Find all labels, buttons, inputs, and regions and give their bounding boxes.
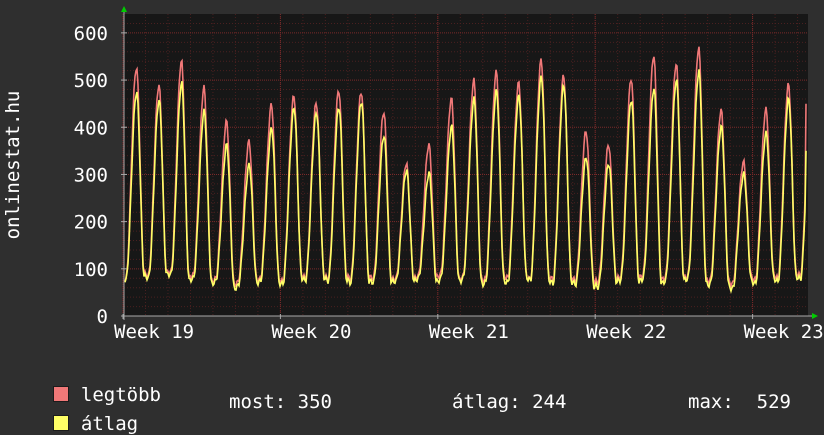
series-atlag-line	[124, 69, 807, 294]
legend-avg-label: átlag	[80, 413, 139, 435]
x-tick-label: Week 20	[271, 321, 351, 343]
y-axis-arrow	[121, 6, 127, 12]
y-tick-label: 200	[74, 212, 108, 234]
y-axis-ticks: 0 100 200 300 400 500 600	[74, 23, 108, 328]
x-tick-label: Week 21	[429, 321, 509, 343]
x-axis-ticks: Week 19 Week 20 Week 21 Week 22 Week 23	[114, 321, 824, 343]
legend-avg-swatch	[52, 415, 69, 431]
legend-max-label: legtöbb	[80, 384, 161, 406]
legend-max: legtöbb	[30, 362, 161, 406]
y-tick-label: 500	[74, 70, 108, 92]
grid	[122, 14, 808, 316]
y-tick-label: 100	[74, 259, 108, 281]
stat-most: most: 350	[229, 391, 332, 413]
legend-max-swatch	[52, 386, 69, 402]
x-tick-label: Week 19	[114, 321, 194, 343]
stat-max: max: 529	[688, 391, 791, 413]
x-tick-label: Week 22	[586, 321, 666, 343]
y-tick-label: 400	[74, 117, 108, 139]
legend-avg: átlag	[30, 391, 138, 435]
chart-svg: 0 100 200 300 400 500 600 Week 19 Week 20 Week 2…	[2, 6, 824, 343]
y-tick-label: 300	[74, 164, 108, 186]
y-tick-label: 600	[74, 23, 108, 45]
x-tick-label: Week 23	[744, 321, 824, 343]
axes	[121, 6, 818, 320]
y-axis-label: onlinestat.hu	[2, 91, 24, 240]
y-tick-label: 0	[97, 306, 108, 328]
stat-atlag: átlag: 244	[452, 391, 567, 413]
x-axis-arrow	[812, 313, 818, 319]
